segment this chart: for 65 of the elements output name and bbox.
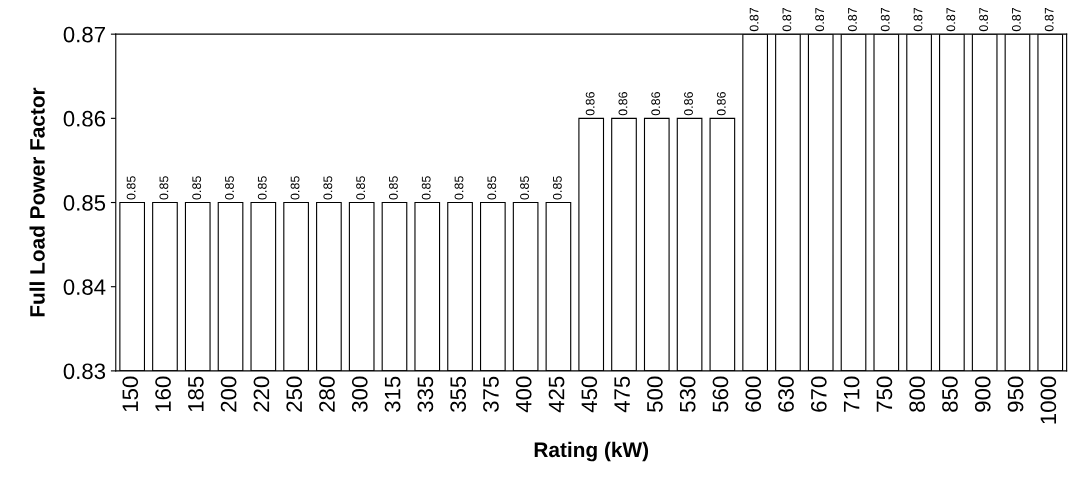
data-label: 0.87: [913, 7, 923, 32]
x-tick-label: 530: [679, 376, 696, 412]
x-tick-label: 800: [909, 376, 926, 412]
y-tick-label: 0.84: [63, 279, 106, 295]
data-label: 0.86: [585, 92, 595, 116]
data-label: 0.87: [1011, 7, 1021, 32]
data-label: 0.85: [225, 176, 234, 200]
data-label: 0.85: [454, 176, 464, 200]
data-label: 0.87: [1044, 7, 1054, 32]
x-tick-label: 500: [647, 376, 663, 412]
x-tick-label: 315: [384, 376, 401, 412]
x-tick-label: 950: [1007, 376, 1024, 412]
x-tick-label: 1000: [1040, 376, 1057, 424]
x-tick-label: 160: [155, 376, 171, 412]
x-tick-label: 355: [450, 376, 467, 412]
x-tick-label: 560: [712, 376, 729, 412]
data-label: 0.87: [782, 7, 792, 32]
x-tick-label: 750: [876, 376, 893, 412]
data-label: 0.87: [946, 7, 956, 32]
x-tick-label: 250: [286, 376, 303, 412]
data-label: 0.86: [651, 92, 661, 116]
data-label: 0.85: [520, 176, 529, 200]
x-tick-label: 400: [515, 376, 532, 413]
x-tick-label: 630: [778, 376, 794, 412]
data-label: 0.87: [848, 7, 857, 32]
data-label: 0.87: [749, 7, 759, 32]
data-label: 0.85: [290, 176, 300, 200]
x-tick-label: 185: [187, 376, 204, 412]
data-label: 0.85: [159, 176, 169, 200]
x-tick-label: 335: [417, 376, 434, 412]
data-label: 0.85: [421, 176, 431, 200]
x-tick-label: 375: [483, 376, 499, 412]
data-label: 0.87: [979, 7, 989, 32]
data-label: 0.85: [323, 176, 333, 200]
data-label: 0.87: [815, 7, 825, 32]
data-label: 0.87: [880, 7, 890, 32]
y-axis-title: Full Load Power Factor: [29, 87, 45, 317]
x-tick-label: 280: [319, 376, 335, 412]
x-tick-label: 425: [548, 376, 565, 413]
data-label: 0.85: [192, 176, 202, 200]
data-label: 0.85: [552, 176, 562, 200]
y-tick-label: 0.87: [63, 26, 105, 43]
x-tick-label: 300: [351, 376, 368, 412]
x-tick-label: 900: [974, 376, 991, 412]
x-tick-label: 710: [843, 376, 860, 412]
x-tick-label: 670: [810, 376, 827, 412]
x-tick-label: 450: [581, 376, 598, 413]
y-tick-label: 0.83: [63, 363, 106, 380]
data-label: 0.85: [487, 176, 497, 200]
data-label: 0.85: [126, 176, 136, 200]
data-label: 0.86: [716, 92, 726, 116]
x-axis-title: Rating (kW): [534, 441, 649, 462]
data-label: 0.85: [257, 176, 267, 200]
data-label: 0.85: [388, 176, 398, 200]
y-tick-label: 0.86: [63, 110, 106, 127]
x-tick-label: 200: [220, 376, 237, 412]
data-label: 0.85: [356, 176, 366, 200]
data-label: 0.86: [618, 92, 628, 116]
x-tick-label: 220: [253, 376, 270, 412]
data-label: 0.86: [684, 92, 693, 116]
x-tick-label: 475: [614, 376, 630, 413]
y-tick-label: 0.85: [63, 195, 106, 211]
x-tick-label: 150: [122, 376, 139, 412]
x-tick-label: 600: [745, 376, 762, 412]
x-tick-label: 850: [942, 376, 958, 412]
